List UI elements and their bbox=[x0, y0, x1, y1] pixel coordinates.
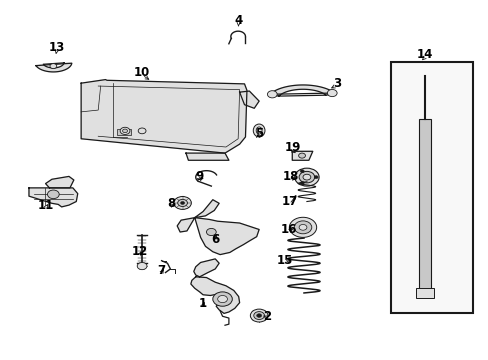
Polygon shape bbox=[292, 151, 312, 160]
Circle shape bbox=[432, 197, 441, 203]
Text: 16: 16 bbox=[280, 223, 296, 236]
Bar bbox=[117, 129, 131, 135]
Text: 10: 10 bbox=[134, 66, 150, 79]
Text: 14: 14 bbox=[416, 48, 432, 61]
Circle shape bbox=[120, 127, 130, 134]
Text: 11: 11 bbox=[38, 199, 54, 212]
Bar bbox=[419, 119, 430, 291]
Text: 15: 15 bbox=[276, 254, 293, 267]
Polygon shape bbox=[29, 188, 78, 207]
Circle shape bbox=[294, 221, 311, 234]
Circle shape bbox=[177, 199, 187, 207]
Text: 3: 3 bbox=[332, 77, 341, 90]
Circle shape bbox=[47, 190, 59, 199]
Polygon shape bbox=[45, 176, 74, 188]
Text: 13: 13 bbox=[48, 41, 65, 54]
Circle shape bbox=[250, 309, 267, 322]
Polygon shape bbox=[269, 85, 334, 96]
Text: 8: 8 bbox=[167, 197, 175, 210]
Bar bbox=[390, 62, 472, 313]
Circle shape bbox=[422, 77, 427, 82]
Polygon shape bbox=[194, 218, 259, 255]
Text: 4: 4 bbox=[234, 14, 242, 27]
Circle shape bbox=[256, 314, 261, 318]
Circle shape bbox=[298, 153, 305, 158]
Circle shape bbox=[303, 174, 310, 180]
Text: 19: 19 bbox=[285, 141, 301, 154]
Polygon shape bbox=[81, 80, 246, 153]
Polygon shape bbox=[193, 259, 219, 277]
Text: 18: 18 bbox=[282, 170, 298, 183]
Circle shape bbox=[173, 197, 191, 210]
Circle shape bbox=[300, 181, 304, 184]
Circle shape bbox=[434, 102, 442, 108]
Circle shape bbox=[294, 168, 319, 186]
Circle shape bbox=[299, 171, 314, 183]
Circle shape bbox=[410, 220, 418, 226]
Circle shape bbox=[326, 89, 336, 96]
Circle shape bbox=[409, 76, 419, 83]
Polygon shape bbox=[185, 153, 228, 160]
Circle shape bbox=[410, 102, 418, 108]
Circle shape bbox=[212, 292, 232, 306]
Circle shape bbox=[289, 217, 316, 237]
Circle shape bbox=[299, 225, 306, 230]
Text: 7: 7 bbox=[157, 264, 165, 277]
Circle shape bbox=[50, 64, 57, 69]
Polygon shape bbox=[177, 218, 194, 232]
Circle shape bbox=[217, 296, 227, 303]
Circle shape bbox=[180, 202, 184, 204]
Circle shape bbox=[419, 289, 430, 297]
Circle shape bbox=[137, 262, 147, 270]
Text: 2: 2 bbox=[263, 310, 271, 323]
Text: 17: 17 bbox=[281, 195, 297, 208]
Circle shape bbox=[300, 170, 304, 173]
Circle shape bbox=[122, 129, 127, 133]
Circle shape bbox=[431, 76, 441, 83]
Circle shape bbox=[206, 228, 216, 235]
Text: 5: 5 bbox=[254, 127, 263, 140]
Circle shape bbox=[253, 312, 264, 319]
Text: 12: 12 bbox=[131, 245, 147, 258]
Ellipse shape bbox=[253, 124, 264, 137]
Circle shape bbox=[314, 176, 318, 179]
Polygon shape bbox=[190, 277, 239, 314]
Polygon shape bbox=[239, 91, 259, 108]
Circle shape bbox=[138, 128, 146, 134]
Polygon shape bbox=[194, 200, 219, 218]
Circle shape bbox=[267, 91, 277, 98]
Bar bbox=[416, 288, 433, 298]
Text: 6: 6 bbox=[211, 233, 219, 246]
Text: 1: 1 bbox=[199, 297, 207, 310]
Text: 9: 9 bbox=[195, 170, 203, 183]
Polygon shape bbox=[36, 63, 72, 72]
